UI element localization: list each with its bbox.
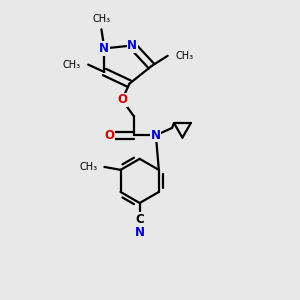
Text: CH₃: CH₃ (175, 51, 193, 61)
Text: N: N (151, 129, 161, 142)
Text: O: O (117, 93, 127, 106)
Text: CH₃: CH₃ (63, 60, 81, 70)
Text: CH₃: CH₃ (80, 162, 98, 172)
Text: C: C (135, 213, 144, 226)
Text: N: N (135, 226, 145, 239)
Text: N: N (99, 42, 110, 55)
Text: O: O (104, 129, 114, 142)
Text: N: N (127, 39, 137, 52)
Text: CH₃: CH₃ (92, 14, 110, 24)
